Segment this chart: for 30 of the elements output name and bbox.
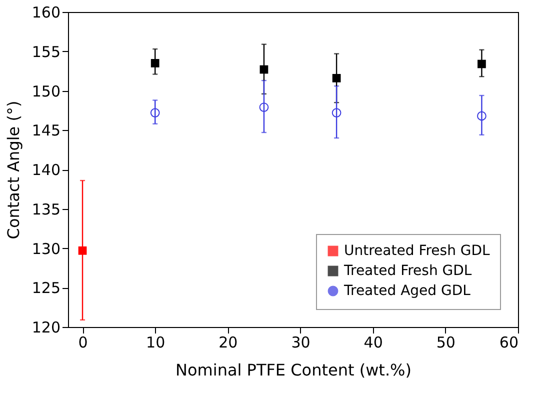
y-axis-title: Contact Angle (°) (4, 100, 23, 240)
point (477, 111, 486, 121)
point (150, 108, 160, 118)
y-tick-label: 125 (32, 279, 60, 298)
x-axis-title: Nominal PTFE Content (wt.%) (176, 360, 412, 380)
point (150, 59, 160, 68)
y-tick-label: 120 (32, 318, 60, 336)
x-tick-label: 30 (291, 334, 310, 352)
legend-label: Untreated Fresh GDL (344, 243, 490, 259)
point (332, 108, 342, 118)
point (78, 246, 87, 255)
y-tick-label: 150 (32, 82, 60, 100)
x-tick-label: 50 (436, 334, 456, 352)
y-tick-label: 155 (32, 42, 60, 61)
y-tick-label: 145 (32, 122, 60, 140)
point (260, 65, 268, 74)
legend-label: Treated Aged GDL (343, 283, 471, 299)
point (478, 60, 486, 68)
x-tick-label: 40 (364, 334, 383, 352)
point (332, 74, 341, 82)
y-tick-label: 135 (32, 200, 60, 218)
x-tick-label: 10 (146, 334, 166, 352)
x-tick-label: 60 (499, 334, 518, 352)
legend-label: Treated Fresh GDL (343, 263, 472, 279)
x-tick-label: 20 (218, 334, 238, 352)
x-tick-label: 0 (78, 334, 88, 352)
point (259, 102, 269, 112)
y-tick-label: 130 (32, 240, 60, 258)
y-tick-label: 160 (32, 4, 60, 22)
y-tick-label: 140 (32, 161, 60, 179)
